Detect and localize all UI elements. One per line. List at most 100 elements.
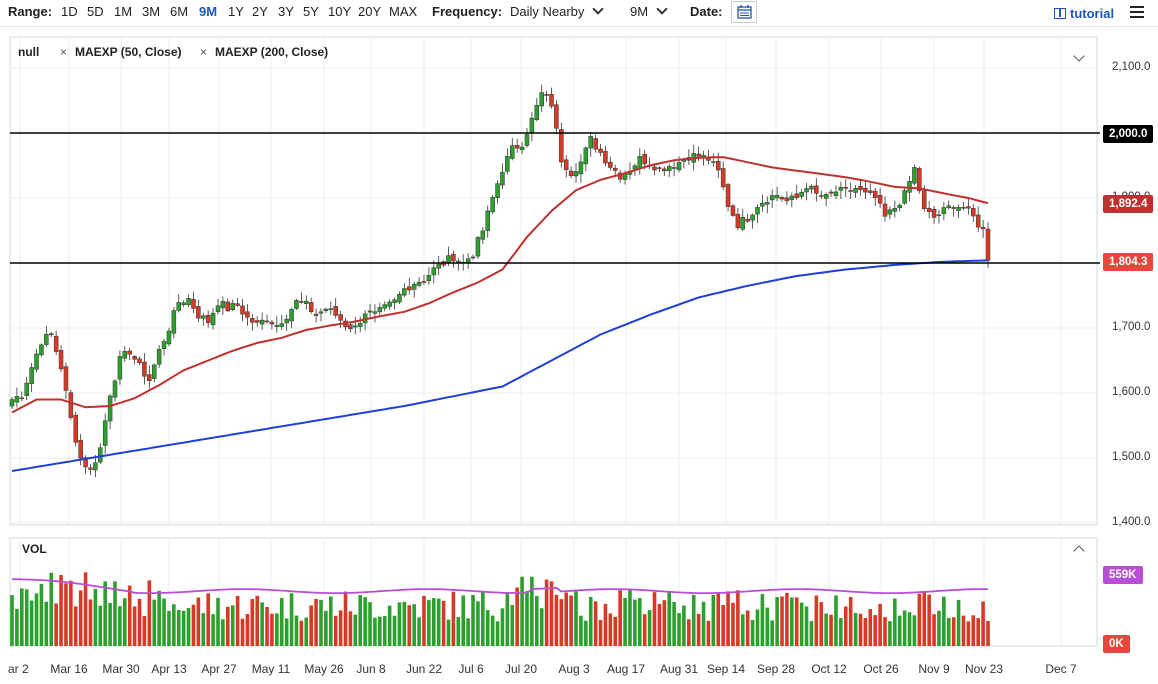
candle <box>843 187 849 189</box>
frequency-dropdown[interactable]: Daily Nearby <box>510 3 605 19</box>
candle <box>848 190 853 192</box>
volume-bar <box>10 595 14 646</box>
x-tick-label: May 26 <box>304 662 344 676</box>
range-max[interactable]: MAX <box>389 4 418 19</box>
calendar-button[interactable] <box>731 1 757 23</box>
range-1m[interactable]: 1M <box>114 4 133 19</box>
volume-bar <box>427 600 431 646</box>
volume-bar <box>726 591 730 646</box>
range-10y[interactable]: 10Y <box>328 4 352 19</box>
volume-bar <box>564 592 569 646</box>
volume-bar <box>221 619 225 646</box>
volume-zero-badge: 0K <box>1103 635 1130 653</box>
candle <box>755 207 760 215</box>
volume-bar <box>299 620 304 646</box>
tutorial-link[interactable]: tutorial <box>1070 6 1115 21</box>
range-9m[interactable]: 9M <box>199 4 218 19</box>
range-6m[interactable]: 6M <box>170 4 189 19</box>
volume-bar <box>657 603 662 646</box>
volume-bar <box>172 604 176 646</box>
candle <box>588 136 593 149</box>
candle <box>730 205 736 216</box>
volume-bar <box>760 594 765 646</box>
volume-bar <box>348 611 353 646</box>
volume-bar <box>260 602 264 646</box>
range-20y[interactable]: 20Y <box>358 4 382 19</box>
ma50-badge: 1,892.4 <box>1103 195 1154 213</box>
volume-bar <box>230 605 235 646</box>
candle <box>544 94 549 96</box>
candle <box>392 299 397 304</box>
volume-bar <box>137 598 142 646</box>
volume-bar <box>976 618 980 646</box>
volume-bar <box>191 604 196 646</box>
candle <box>299 301 304 303</box>
candle <box>514 144 520 149</box>
candle <box>73 414 79 443</box>
candle <box>858 186 863 190</box>
candle <box>14 396 20 403</box>
range-3m[interactable]: 3M <box>142 4 161 19</box>
hamburger-menu-icon[interactable] <box>1130 6 1144 18</box>
volume-bar <box>883 617 887 646</box>
candle <box>53 335 59 352</box>
volume-bar <box>176 610 181 646</box>
volume-bar <box>500 608 505 646</box>
legend-ma50-label: MAEXP (50, Close) <box>75 45 182 59</box>
volume-bar <box>618 590 622 646</box>
range-3y[interactable]: 3Y <box>278 4 294 19</box>
candle <box>264 320 270 323</box>
volume-bar <box>652 592 657 646</box>
volume-bar <box>69 580 73 646</box>
period-dropdown[interactable]: 9M <box>630 3 668 19</box>
volume-bar <box>956 599 961 646</box>
volume-bar <box>83 572 88 646</box>
range-5d[interactable]: 5D <box>87 4 104 19</box>
candle <box>931 208 937 218</box>
volume-bar <box>397 602 402 646</box>
ma200-line <box>11 259 989 472</box>
volume-bar <box>29 600 34 646</box>
y-tick-label: 1,600.0 <box>1112 386 1151 398</box>
volume-bar <box>623 597 627 646</box>
volume-bar <box>530 576 534 646</box>
volume-bar <box>34 593 39 646</box>
candle <box>956 207 961 211</box>
candle <box>294 300 299 309</box>
candle <box>470 256 476 259</box>
candle <box>98 447 103 463</box>
volume-badge: 559K <box>1103 566 1143 584</box>
range-5y[interactable]: 5Y <box>303 4 319 19</box>
candle <box>720 168 726 188</box>
candle <box>250 318 255 323</box>
candle <box>613 167 618 171</box>
range-2y[interactable]: 2Y <box>252 4 268 19</box>
volume-bar <box>324 610 328 646</box>
candle <box>951 207 956 209</box>
volume-bar <box>78 590 83 646</box>
candle <box>112 380 118 398</box>
candle <box>573 171 579 177</box>
candle <box>716 160 721 171</box>
candle <box>554 104 559 129</box>
range-1d[interactable]: 1D <box>61 4 78 19</box>
volume-bar <box>466 618 470 646</box>
remove-ma200-icon[interactable]: × <box>200 45 208 59</box>
volume-bar <box>687 619 691 646</box>
volume-bar <box>328 596 333 646</box>
volume-bar <box>731 602 735 646</box>
volume-bar <box>49 572 54 646</box>
volume-bar <box>579 615 583 646</box>
date-label: Date: <box>690 4 723 19</box>
candle <box>44 334 49 345</box>
range-1y[interactable]: 1Y <box>228 4 244 19</box>
remove-ma50-icon[interactable]: × <box>60 45 68 59</box>
candle <box>289 309 294 322</box>
candle <box>725 184 731 207</box>
volume-bar <box>387 605 392 646</box>
period-value: 9M <box>630 4 649 19</box>
volume-bar <box>88 599 93 646</box>
volume-bar <box>304 617 309 646</box>
candle <box>877 195 883 204</box>
volume-bar <box>554 594 559 646</box>
